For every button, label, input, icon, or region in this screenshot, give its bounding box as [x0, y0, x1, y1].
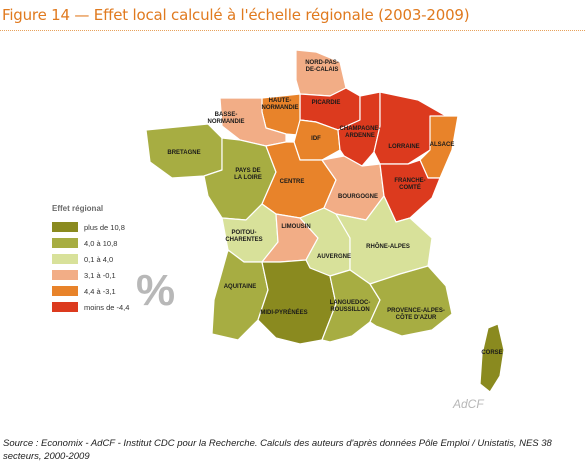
- region-label: AQUITAINE: [224, 284, 257, 290]
- adcf-watermark: AdCF: [453, 397, 484, 411]
- legend-label: moins de -4,4: [84, 302, 130, 312]
- legend-label: 4,0 à 10,8: [84, 238, 118, 248]
- region-label: AUVERGNE: [317, 254, 351, 260]
- legend-title: Effet régional: [52, 204, 104, 213]
- legend-item: 0,1 à 4,0: [52, 251, 162, 267]
- region-label: PAYS DE LA LOIRE: [234, 168, 262, 181]
- legend-label: plus de 10,8: [84, 222, 125, 232]
- region-shape: [211, 249, 269, 341]
- legend: Effet régional plus de 10,8 4,0 à 10,8 0,1…: [52, 204, 162, 315]
- region-label: IDF: [311, 136, 321, 142]
- region-label: MIDI-PYRÉNÉES: [260, 308, 307, 316]
- legend-item: moins de -4,4: [52, 299, 162, 315]
- legend-swatch: [52, 302, 78, 312]
- region-label: FRANCHE-COMTÉ: [394, 178, 425, 191]
- legend-swatch: [52, 286, 78, 296]
- title-divider: [0, 30, 585, 31]
- region-shape: [219, 97, 287, 147]
- legend-item: 4,4 à -3,1: [52, 283, 162, 299]
- region-label: RHÔNE-ALPES: [366, 242, 410, 250]
- source-note: Source : Economix - AdCF - Institut CDC …: [3, 438, 552, 462]
- region-shape: [321, 269, 381, 343]
- region-label: HAUTE-NORMANDIE: [262, 98, 299, 111]
- region-label: LANGUEDOC-ROUSSILLON: [330, 300, 371, 313]
- region-label: CHAMPAGNE-ARDENNE: [340, 126, 381, 139]
- region-shape: [335, 195, 433, 285]
- region-label: LORRAINE: [388, 144, 419, 150]
- region-label: NORD-PAS-DE-CALAIS: [305, 60, 339, 73]
- legend-label: 4,4 à -3,1: [84, 286, 116, 296]
- legend-label: 0,1 à 4,0: [84, 254, 114, 264]
- region-label: BASSE-NORMANDIE: [208, 112, 245, 125]
- region-shape: [479, 323, 505, 393]
- region-label: CORSE: [481, 350, 502, 356]
- legend-swatch: [52, 222, 78, 232]
- percent-mark: %: [136, 266, 176, 315]
- legend-item: 4,0 à 10,8: [52, 235, 162, 251]
- legend-item: 3,1 à -0,1: [52, 267, 162, 283]
- legend-swatch: [52, 238, 78, 248]
- region-shape: [295, 49, 347, 97]
- legend-swatch: [52, 270, 78, 280]
- region-label: ALSACE: [430, 142, 455, 148]
- region-label: POITOU-CHARENTES: [225, 230, 262, 243]
- region-label: PROVENCE-ALPES-CÔTE D'AZUR: [387, 308, 445, 321]
- region-label: CENTRE: [280, 179, 305, 185]
- region-label: PICARDIE: [312, 100, 341, 106]
- region-label: LIMOUSIN: [281, 224, 310, 230]
- region-label: BOURGOGNE: [338, 194, 378, 200]
- legend-item: plus de 10,8: [52, 219, 162, 235]
- figure-title: Figure 14 — Effet local calculé à l'éche…: [2, 6, 470, 24]
- region-shape: [369, 265, 453, 337]
- region-label: BRETAGNE: [167, 150, 200, 156]
- legend-swatch: [52, 254, 78, 264]
- legend-label: 3,1 à -0,1: [84, 270, 116, 280]
